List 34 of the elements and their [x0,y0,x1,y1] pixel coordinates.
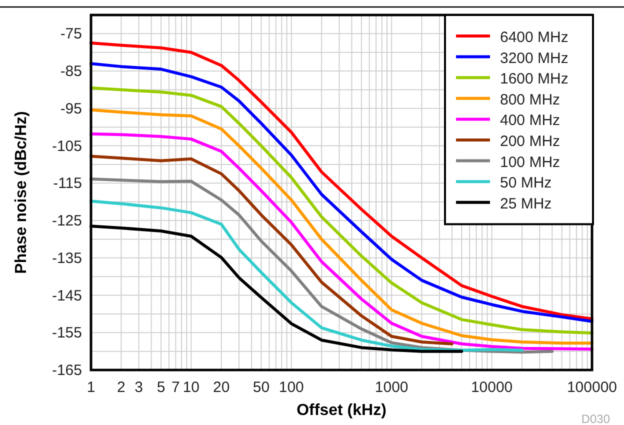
y-tick-label: -165 [52,362,82,379]
legend-label: 400 MHz [500,112,560,130]
y-tick-label: -85 [60,63,82,80]
x-tick-label: 2 [116,379,126,396]
x-tick-label: 3 [134,379,143,396]
legend-label: 25 MHz [500,195,552,212]
y-tick-label: -135 [52,250,82,267]
legend-label: 6400 MHz [500,29,568,46]
y-tick-label: -125 [52,212,82,230]
legend-label: 800 MHz [500,91,560,108]
y-tick-label: -105 [52,138,82,155]
legend-label: 200 MHz [500,133,560,150]
y-tick-label: -75 [60,26,82,43]
x-tick-label: 7 [172,379,180,396]
x-tick-label: 20 [213,379,230,396]
legend-label: 100 MHz [500,154,560,171]
y-axis-title: Phase noise (dBc/Hz) [13,111,30,274]
x-tick-label: 10 [182,379,200,396]
y-tick-label: -145 [52,287,82,304]
y-tick-label: -95 [60,100,82,118]
x-tick-label: 100000 [566,379,618,396]
y-tick-label: -155 [52,324,82,342]
x-axis-title: Offset (kHz) [296,402,386,419]
legend-label: 50 MHz [500,174,552,192]
x-tick-label: 1 [86,379,96,396]
x-tick-label: 50 [252,379,270,396]
legend-label: 3200 MHz [500,50,568,67]
x-tick-label: 10000 [470,379,513,396]
x-tick-label: 5 [156,379,166,396]
text: D030 [581,412,610,425]
x-tick-label: 100 [278,379,304,396]
legend-label: 1600 MHz [500,70,568,88]
x-tick-label: 1000 [374,379,408,396]
y-tick-label: -115 [53,175,82,192]
